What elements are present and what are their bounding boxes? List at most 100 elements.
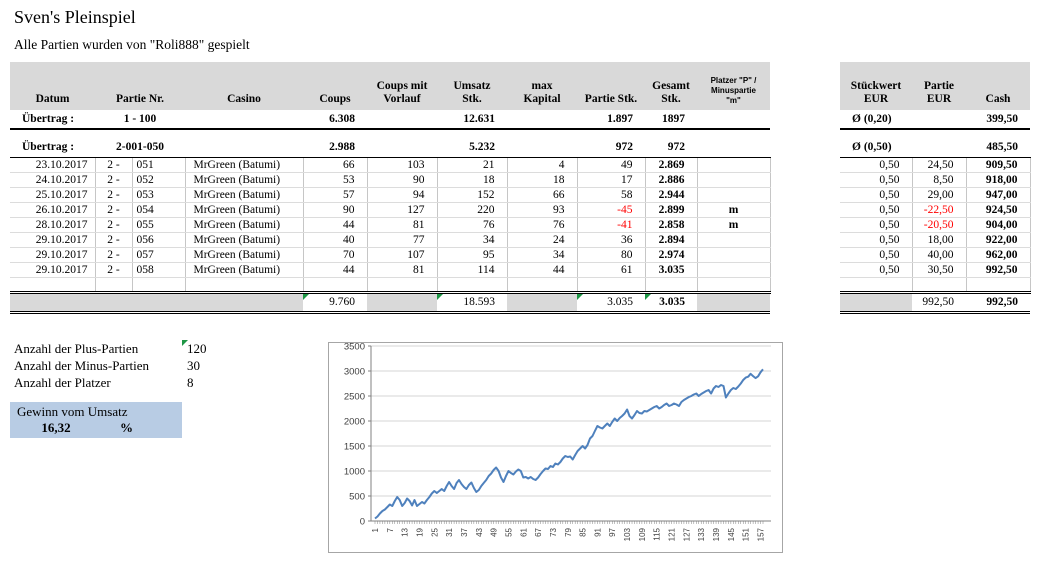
cell-partie-stk[interactable]: -45 (577, 202, 646, 218)
cell-casino[interactable]: MrGreen (Batumi) (185, 247, 304, 263)
cell-partie-eur[interactable]: 8,50 (912, 172, 967, 188)
cell-partie-stk[interactable]: 80 (577, 247, 646, 263)
cell-stueckwert-avg[interactable]: Ø (0,20) (840, 110, 912, 130)
cell-cash[interactable]: 918,00 (966, 172, 1031, 188)
cell-coups-mit-vorlauf[interactable]: 77 (367, 232, 438, 248)
cell-cash[interactable]: 924,50 (966, 202, 1031, 218)
cell-cash-total[interactable]: 399,50 (966, 110, 1030, 130)
cell-coups-mit-vorlauf[interactable]: 81 (367, 217, 438, 233)
cell-partie-stk-total[interactable]: 972 (577, 138, 645, 158)
cell-umsatz-stk[interactable]: 220 (437, 202, 508, 218)
cell-partie-nr[interactable]: 056 (132, 232, 186, 248)
cell-max-kapital[interactable]: 93 (507, 202, 578, 218)
cell-max-kapital[interactable]: 34 (507, 247, 578, 263)
cell-partie-nr[interactable]: 052 (132, 172, 186, 188)
cell-partie-eur[interactable]: 40,00 (912, 247, 967, 263)
cell-max-kapital[interactable]: 44 (507, 262, 578, 278)
cell-casino[interactable]: MrGreen (Batumi) (185, 262, 304, 278)
cell-max-kapital[interactable]: 24 (507, 232, 578, 248)
cell-datum[interactable]: 29.10.2017 (10, 247, 96, 263)
cell-datum[interactable]: 23.10.2017 (10, 157, 96, 173)
cell-coups-total[interactable]: 2.988 (303, 138, 367, 158)
cell-gesamt-total[interactable]: 972 (645, 138, 697, 158)
minus-partien-value[interactable]: 30 (187, 358, 200, 373)
cell-umsatz-stk[interactable]: 34 (437, 232, 508, 248)
cell-partie-eur[interactable]: 18,00 (912, 232, 967, 248)
cell-total-gesamt-stk[interactable]: 3.035 (645, 290, 697, 314)
cell-partie-serie[interactable]: 2 - (95, 157, 133, 173)
cell-umsatz-total[interactable]: 12.631 (437, 110, 507, 130)
cell-gesamt-stk[interactable]: 2.894 (645, 232, 698, 248)
cell-partie-eur[interactable]: -22,50 (912, 202, 967, 218)
cell-platzer[interactable] (697, 172, 771, 188)
cell-coups[interactable]: 53 (303, 172, 368, 188)
cell-partie-serie[interactable]: 2 - (95, 247, 133, 263)
gewinn-value[interactable]: 16,32 (41, 420, 71, 435)
cell-partie-nr[interactable]: 058 (132, 262, 186, 278)
cell-partie-stk[interactable]: -41 (577, 217, 646, 233)
cell-datum[interactable]: 28.10.2017 (10, 217, 96, 233)
cell-partie-nr[interactable]: 051 (132, 157, 186, 173)
cell-gesamt-stk[interactable]: 2.886 (645, 172, 698, 188)
cell-total-coups[interactable]: 9.760 (303, 290, 367, 314)
cell-platzer[interactable] (697, 232, 771, 248)
cell-max-kapital[interactable]: 76 (507, 217, 578, 233)
cell-gesamt-stk[interactable]: 2.944 (645, 187, 698, 203)
cell-partie-serie[interactable]: 2 - (95, 232, 133, 248)
cell-cash[interactable]: 909,50 (966, 157, 1031, 173)
cell-umsatz-stk[interactable]: 114 (437, 262, 508, 278)
cell-partie-nr[interactable]: 057 (132, 247, 186, 263)
plus-partien-value[interactable]: 120 (184, 341, 207, 356)
cell-stueckwert[interactable]: 0,50 (840, 232, 913, 248)
cell-stueckwert[interactable]: 0,50 (840, 172, 913, 188)
cell-partie-stk[interactable]: 17 (577, 172, 646, 188)
cell-stueckwert[interactable]: 0,50 (840, 202, 913, 218)
cell-max-kapital[interactable]: 66 (507, 187, 578, 203)
cell-cash[interactable]: 904,00 (966, 217, 1031, 233)
cell-partie-serie[interactable]: 2 - (95, 187, 133, 203)
cell-cash[interactable]: 947,00 (966, 187, 1031, 203)
cell-cash-total[interactable]: 485,50 (966, 138, 1030, 158)
cell-datum[interactable]: 26.10.2017 (10, 202, 96, 218)
cell-platzer[interactable] (697, 187, 771, 203)
cell-partie-stk[interactable]: 49 (577, 157, 646, 173)
cell-coups[interactable]: 44 (303, 217, 368, 233)
cell-coups-mit-vorlauf[interactable]: 90 (367, 172, 438, 188)
cell-total-umsatz[interactable]: 18.593 (437, 290, 507, 314)
cell-stueckwert[interactable]: 0,50 (840, 247, 913, 263)
cell-datum[interactable]: 25.10.2017 (10, 187, 96, 203)
cell-partie-stk[interactable]: 58 (577, 187, 646, 203)
cell-cash[interactable]: 992,50 (966, 262, 1031, 278)
cell-casino[interactable]: MrGreen (Batumi) (185, 157, 304, 173)
cell-casino[interactable]: MrGreen (Batumi) (185, 232, 304, 248)
cell-uebertrag-range[interactable]: 2-001-050 (95, 138, 185, 158)
cell-gesamt-total[interactable]: 1897 (645, 110, 697, 130)
cell-coups[interactable]: 66 (303, 157, 368, 173)
cell-coups[interactable]: 57 (303, 187, 368, 203)
cell-total-cash[interactable]: 992,50 (966, 290, 1030, 314)
cell-partie-eur[interactable]: -20,50 (912, 217, 967, 233)
cell-umsatz-stk[interactable]: 152 (437, 187, 508, 203)
cell-coups-mit-vorlauf[interactable]: 107 (367, 247, 438, 263)
cell-partie-serie[interactable]: 2 - (95, 217, 133, 233)
cell-total-partie-stk[interactable]: 3.035 (577, 290, 645, 314)
cell-coups[interactable]: 40 (303, 232, 368, 248)
gesamt-stk-chart[interactable]: 0 500 1000 1500 2000 2500 3000 3500 1 7 13 19 25 31 37… (328, 342, 783, 553)
cell-partie-serie[interactable]: 2 - (95, 202, 133, 218)
cell-umsatz-stk[interactable]: 21 (437, 157, 508, 173)
cell-partie-nr[interactable]: 055 (132, 217, 186, 233)
cell-gesamt-stk[interactable]: 2.858 (645, 217, 698, 233)
cell-gesamt-stk[interactable]: 2.899 (645, 202, 698, 218)
cell-cash[interactable]: 962,00 (966, 247, 1031, 263)
cell-gesamt-stk[interactable]: 2.974 (645, 247, 698, 263)
cell-partie-nr[interactable]: 053 (132, 187, 186, 203)
cell-partie-eur[interactable]: 29,00 (912, 187, 967, 203)
cell-uebertrag-range[interactable]: 1 - 100 (95, 110, 185, 130)
cell-partie-stk[interactable]: 36 (577, 232, 646, 248)
cell-platzer[interactable] (697, 262, 771, 278)
platzer-value[interactable]: 8 (187, 375, 194, 390)
cell-stueckwert-avg[interactable]: Ø (0,50) (840, 138, 912, 158)
cell-total-partie-eur[interactable]: 992,50 (912, 290, 966, 314)
cell-datum[interactable]: 29.10.2017 (10, 262, 96, 278)
cell-gesamt-stk[interactable]: 2.869 (645, 157, 698, 173)
